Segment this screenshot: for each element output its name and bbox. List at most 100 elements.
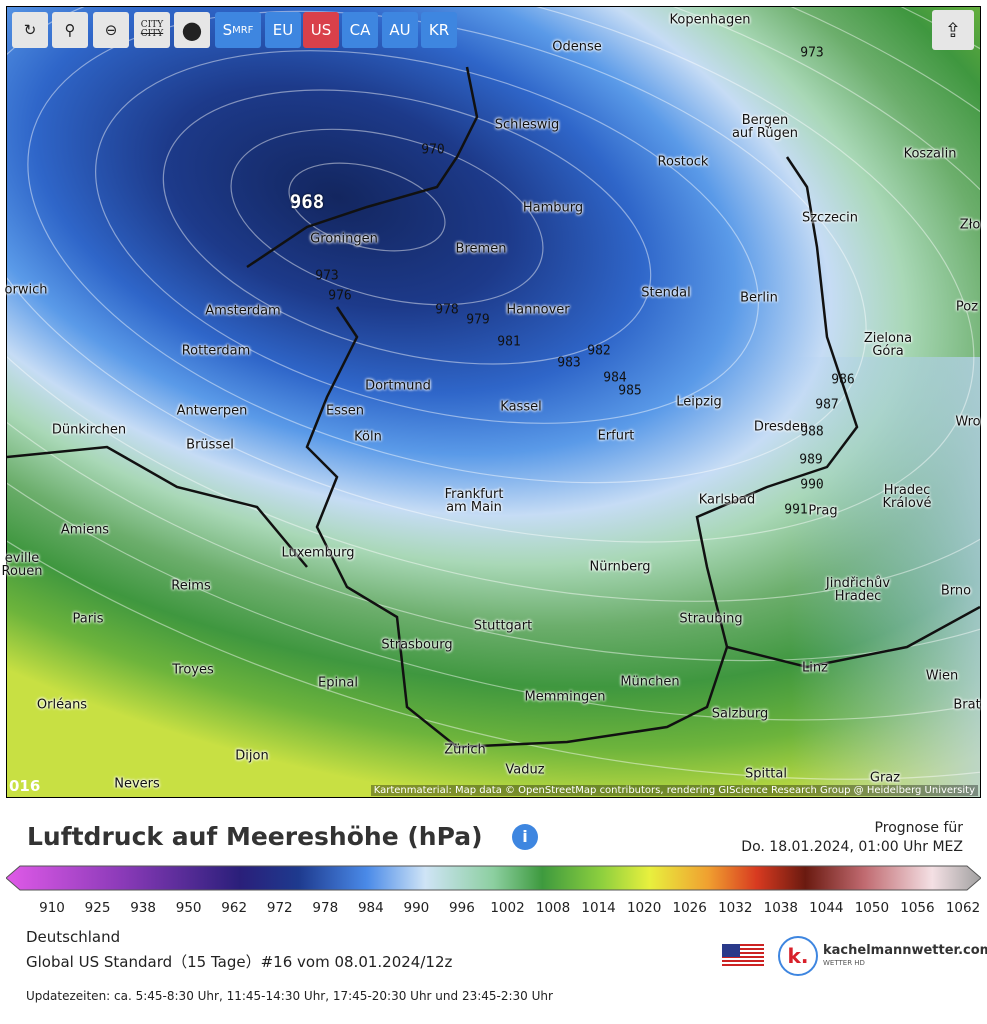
legend-tick: 1032 xyxy=(718,900,753,916)
city-label: Rotterdam xyxy=(181,343,251,359)
city-label: Essen xyxy=(326,403,364,419)
model: Global US Standard（15 Tage）#16 vom 08.01… xyxy=(26,953,453,971)
city-label: München xyxy=(620,674,680,690)
zoom-out-button[interactable]: ⊖ xyxy=(93,12,129,48)
city-label: Karlsbad xyxy=(698,492,756,508)
forecast: Prognose für Do. 18.01.2024, 01:00 Uhr ME… xyxy=(741,819,963,857)
city-label: Orléans xyxy=(36,697,88,713)
info-icon[interactable]: i xyxy=(512,824,538,850)
city-label: orwich xyxy=(4,282,48,298)
logo: k. xyxy=(778,936,818,976)
legend-tick: 978 xyxy=(312,900,339,916)
city-label: Berlin xyxy=(740,290,778,306)
legend-tick: 1026 xyxy=(672,900,707,916)
legend-tick: 1014 xyxy=(581,900,616,916)
isobar-label: 973 xyxy=(800,45,824,61)
city-text: CITY xyxy=(140,20,164,30)
city-label: Linz xyxy=(802,660,828,676)
city-label: Brüssel xyxy=(186,437,234,453)
isobar-label: 968 xyxy=(289,191,325,213)
city-label: Poz xyxy=(955,299,979,315)
isobar-label: 973 xyxy=(315,268,339,284)
city-label: Brat xyxy=(953,697,981,713)
city-label: Nürnberg xyxy=(589,559,651,575)
city-label: Szczecin xyxy=(801,210,859,226)
legend-tick: 984 xyxy=(357,900,384,916)
isobar-label: 991 xyxy=(784,502,808,518)
flag xyxy=(722,944,764,968)
city-label: Zielona Góra xyxy=(863,331,913,359)
isobar-label: 988 xyxy=(800,424,824,440)
forecast-line: Do. 18.01.2024, 01:00 Uhr MEZ xyxy=(741,839,963,855)
marker-button[interactable]: ● xyxy=(174,12,210,48)
city-label: Wro xyxy=(955,414,981,430)
region: Deutschland xyxy=(26,928,121,946)
region-button[interactable]: CA xyxy=(342,12,378,48)
city-label: Antwerpen xyxy=(176,403,248,419)
legend-tick: 1050 xyxy=(854,900,890,916)
city-label: Luxemburg xyxy=(281,545,355,561)
isobar-label: 989 xyxy=(799,452,823,468)
city-label: Vaduz xyxy=(505,762,545,778)
isobar-label: 986 xyxy=(831,372,855,388)
brand: kachelmannwetter.com xyxy=(823,943,987,958)
city-label: Schleswig xyxy=(494,117,560,133)
isobar-label: 985 xyxy=(618,383,642,399)
brand-sub: WETTER HD xyxy=(823,959,865,967)
city-label: Graz xyxy=(869,770,901,786)
city-label: Troyes xyxy=(172,662,214,678)
city-label: Bergen auf Rügen xyxy=(731,113,799,141)
city-label: Jindřichův Hradec xyxy=(825,576,891,604)
legend-tick: 1008 xyxy=(535,900,571,916)
city-label: Brno xyxy=(940,583,972,599)
map: Kartenmaterial: Map data © OpenStreetMap… xyxy=(6,6,981,798)
legend-tick: 996 xyxy=(449,900,475,916)
city-label: Salzburg xyxy=(711,706,769,722)
title: Luftdruck auf Meereshöhe (hPa) xyxy=(27,822,483,851)
color-bar xyxy=(6,865,981,891)
city-label: Hamburg xyxy=(522,200,584,216)
city-label: Amiens xyxy=(60,522,110,538)
city-label: Kassel xyxy=(500,399,542,415)
city-button[interactable]: CITY CITY xyxy=(134,12,170,48)
isobar-label: 976 xyxy=(328,288,352,304)
region-button[interactable]: KR xyxy=(421,12,457,48)
isobar-label: 982 xyxy=(587,343,611,359)
isobar-label: 983 xyxy=(557,355,581,371)
update-times: Updatezeiten: ca. 5:45-8:30 Uhr, 11:45-1… xyxy=(26,989,553,1003)
city-label: Strasbourg xyxy=(381,637,453,653)
isobar-label: 984 xyxy=(603,370,627,386)
city-label: Memmingen xyxy=(524,689,606,705)
city-label: Zürich xyxy=(444,742,486,758)
isobar-label: 979 xyxy=(466,312,490,328)
city-label: Hradec Králové xyxy=(882,483,932,511)
city-label: Dresden xyxy=(753,419,809,435)
isobar-label: 970 xyxy=(421,142,445,158)
city-label: Köln xyxy=(354,429,382,445)
isobar-label: 978 xyxy=(435,302,459,318)
city-label: Odense xyxy=(552,39,602,55)
region-button[interactable]: US xyxy=(303,12,339,48)
isobar-label: 981 xyxy=(497,334,521,350)
legend-tick: 1002 xyxy=(490,900,525,916)
region-button[interactable]: AU xyxy=(382,12,418,48)
city-label: Stuttgart xyxy=(473,618,533,634)
smrf-button[interactable]: S MRF xyxy=(215,12,261,48)
legend-tick: 1020 xyxy=(626,900,662,916)
city-label: Amsterdam xyxy=(205,303,281,319)
attribution: Kartenmaterial: Map data © OpenStreetMap… xyxy=(370,785,978,796)
region-button[interactable]: EU xyxy=(265,12,301,48)
share-button[interactable]: ⇪ xyxy=(932,10,974,50)
reload-button[interactable]: ↻ xyxy=(12,12,48,48)
legend-tick: 1044 xyxy=(809,900,844,916)
city-label: Leipzig xyxy=(676,394,722,410)
city-label: Koszalin xyxy=(903,146,957,162)
legend-tick: 990 xyxy=(403,900,430,916)
legend-tick: 1056 xyxy=(900,900,935,916)
legend-tick: 910 xyxy=(39,900,65,916)
location-button[interactable]: ⚲ xyxy=(52,12,88,48)
city-label: Straubing xyxy=(679,611,743,627)
city-label: Kopenhagen xyxy=(669,12,751,28)
city-text: CITY xyxy=(140,29,164,39)
